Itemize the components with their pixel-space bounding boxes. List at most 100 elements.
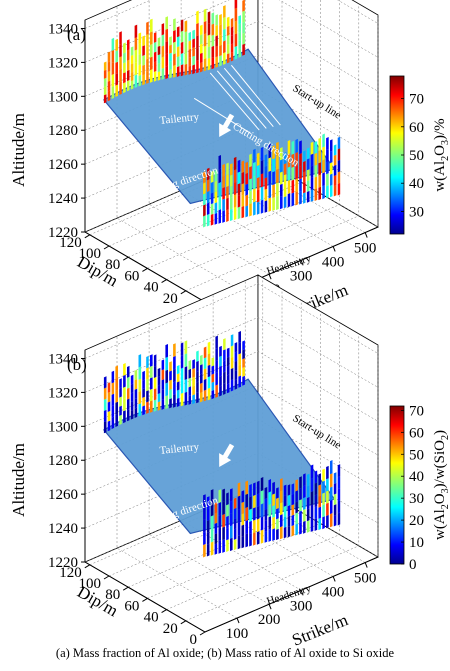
tailentry-column <box>196 371 199 383</box>
colorbar-tick-label: 0 <box>409 557 417 573</box>
headentry-column <box>222 513 225 528</box>
tailentry-column <box>176 389 180 399</box>
headentry-column <box>256 201 260 215</box>
headentry-column <box>210 171 214 183</box>
tailentry-column <box>230 17 234 28</box>
tailentry-column <box>223 360 226 373</box>
headentry-column <box>226 504 229 517</box>
y-tick-label: 40 <box>144 280 159 296</box>
headentry-column <box>303 160 306 173</box>
headentry-column <box>203 215 206 228</box>
grid-line-z <box>84 54 379 131</box>
headentry-column <box>237 495 241 510</box>
grid-line-x <box>148 0 270 275</box>
tailentry-column <box>176 365 180 375</box>
tailentry-column <box>219 355 222 367</box>
headentry-column <box>318 495 321 508</box>
tailentry-column <box>111 405 115 418</box>
headentry-column <box>268 503 271 518</box>
tailentry-column <box>238 15 241 25</box>
y-tick <box>103 575 110 580</box>
tailentry-column <box>115 413 118 427</box>
headentry-column <box>291 483 295 495</box>
tailentry-column <box>207 22 211 36</box>
headentry-column <box>249 484 252 498</box>
tailentry-column <box>242 0 245 12</box>
tailentry-column <box>219 24 222 36</box>
tailentry-column <box>142 370 145 381</box>
grid-line-z <box>84 21 379 97</box>
tailentry-column <box>176 56 180 68</box>
tailentry-column <box>130 71 134 82</box>
tailentry-column <box>188 368 191 379</box>
tailentry-column <box>130 374 134 385</box>
headentry-column <box>203 204 206 217</box>
tailentry-column <box>153 70 157 82</box>
headentry-column <box>230 197 233 210</box>
headentry-column <box>295 479 298 492</box>
tailentry-column <box>215 35 218 47</box>
headentry-column <box>318 149 321 164</box>
headentry-column <box>256 518 260 533</box>
tailentry-column <box>165 28 168 43</box>
headentry-column <box>218 527 221 542</box>
headentry-column <box>237 194 241 208</box>
tailentry-column <box>184 31 188 44</box>
headentry-column <box>218 209 221 224</box>
headentry-column <box>299 140 302 155</box>
tailentry-column <box>130 80 134 90</box>
tailentry-column <box>169 361 172 372</box>
headentry-column <box>314 188 318 201</box>
tailentry-column <box>127 365 130 378</box>
headentry-column <box>260 490 264 505</box>
tailentry-column <box>165 16 168 30</box>
tailentry-column <box>107 391 111 403</box>
tailentry-column <box>188 386 191 397</box>
tailentry-column <box>157 376 161 386</box>
headentry-column <box>333 144 337 156</box>
tailentry-column <box>238 23 241 33</box>
headentry-column <box>330 162 333 175</box>
tailentry-column <box>142 54 145 66</box>
headentry-column <box>253 494 256 509</box>
tailentry-column <box>196 22 199 37</box>
tailentry-column <box>138 378 142 392</box>
headentry-column <box>226 515 229 529</box>
tailentry-column <box>184 340 188 355</box>
tailentry-column <box>153 376 157 390</box>
tailentry-column <box>165 369 168 384</box>
headentry-column <box>203 543 206 558</box>
tailentry-column <box>176 46 180 58</box>
x-tick <box>300 260 304 266</box>
headentry-column <box>314 518 318 531</box>
tailentry-column <box>211 357 215 367</box>
tailentry-column <box>184 63 188 76</box>
tailentry-column <box>200 354 203 366</box>
tailentry-column <box>111 61 115 75</box>
startup-line <box>209 72 260 131</box>
tailentry-column <box>169 36 172 46</box>
headentry-column <box>206 508 210 521</box>
headentry-column <box>303 171 306 183</box>
y-tick <box>103 245 110 250</box>
tailentry-column <box>238 375 241 388</box>
tailentry-column <box>192 64 195 75</box>
tailentry-column <box>150 18 153 33</box>
headentry-column <box>272 197 275 211</box>
tailentry-column <box>203 357 207 370</box>
grid-line-z <box>84 0 379 63</box>
tailentry-column <box>146 367 149 380</box>
tailentry-column <box>150 365 153 379</box>
headentry-column <box>310 177 314 191</box>
tailentry-column <box>180 52 184 66</box>
headentry-column <box>237 482 241 497</box>
headentry-column <box>230 500 233 514</box>
y-tick <box>122 586 129 591</box>
tailentry-column <box>161 389 165 400</box>
tailentry-column <box>107 51 111 63</box>
tailentry-column <box>219 14 222 26</box>
tailentry-column <box>230 26 234 37</box>
headentry-column <box>268 516 271 530</box>
headentry-column <box>245 183 248 196</box>
